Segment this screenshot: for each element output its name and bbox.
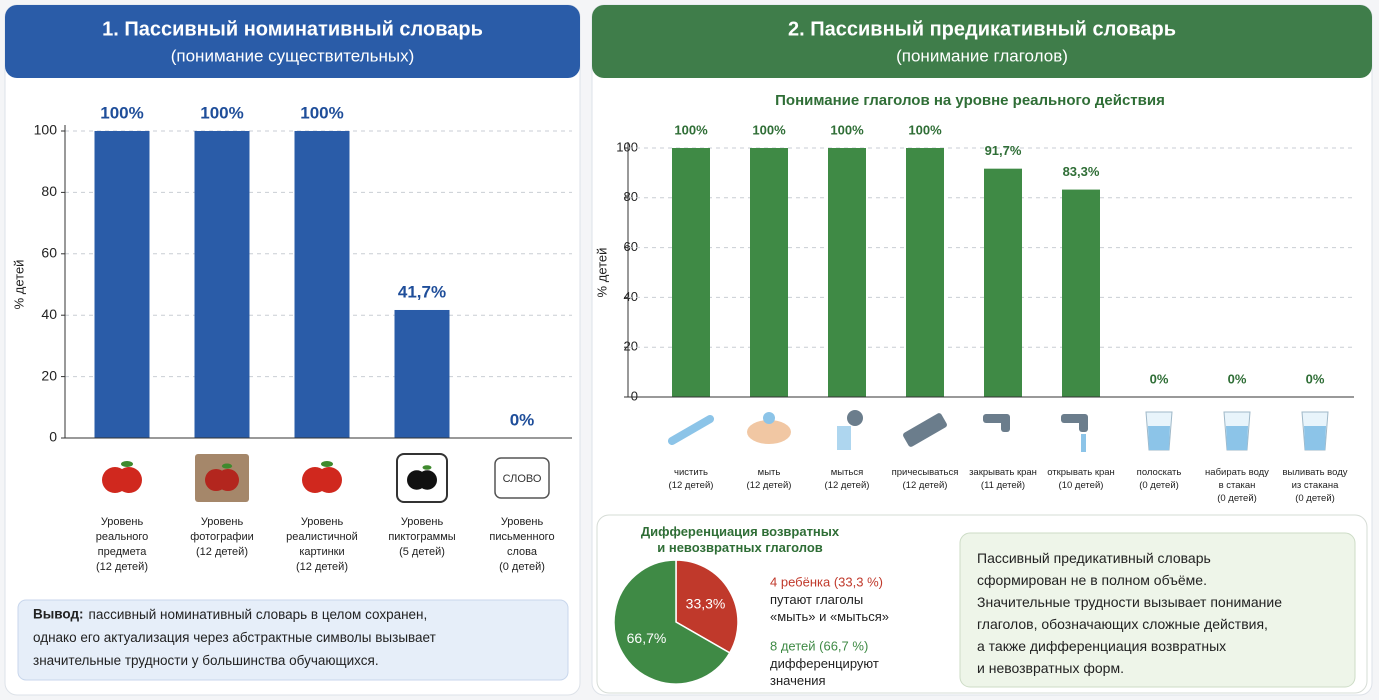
value-label: 100% — [674, 122, 708, 137]
value-label: 41,7% — [398, 282, 446, 301]
y-axis-label: % детей — [11, 260, 26, 310]
glass-water — [1148, 426, 1170, 450]
legend-label: 8 детей (66,7 %) — [770, 638, 868, 653]
y-tick-label: 0 — [49, 429, 57, 445]
value-label: 83,3% — [1063, 164, 1100, 179]
apple — [116, 467, 142, 493]
bar — [1062, 190, 1100, 397]
value-label: 100% — [100, 103, 143, 122]
value-label: 0% — [1228, 371, 1247, 386]
panel-subtitle: (понимание глаголов) — [896, 46, 1068, 65]
water — [837, 426, 851, 450]
value-label: 0% — [1306, 371, 1325, 386]
water — [1081, 434, 1086, 452]
category-icon — [1224, 412, 1250, 450]
bar — [984, 169, 1022, 397]
category-icon — [1302, 412, 1328, 450]
bar — [95, 131, 150, 438]
value-label: 91,7% — [985, 143, 1022, 158]
value-label: 100% — [300, 103, 343, 122]
pie-value-label: 66,7% — [627, 630, 667, 646]
value-label: 100% — [200, 103, 243, 122]
category-icon — [397, 454, 447, 502]
faucet — [1001, 414, 1010, 432]
value-label: 0% — [510, 410, 535, 429]
y-tick-label: 80 — [624, 189, 638, 204]
category-icon — [195, 454, 249, 502]
legend-label: 4 ребёнка (33,3 %) — [770, 574, 883, 589]
y-tick-label: 20 — [41, 367, 57, 383]
y-tick-label: 20 — [624, 339, 638, 354]
word-card-text: СЛОВО — [503, 473, 542, 485]
y-tick-label: 60 — [41, 245, 57, 261]
bar — [195, 131, 250, 438]
category-icon: СЛОВО — [495, 458, 549, 498]
chart-title: Понимание глаголов на уровне реального д… — [775, 92, 1165, 109]
panel-title: 2. Пассивный предикативный словарь — [788, 18, 1176, 40]
leaf — [321, 461, 333, 467]
bar — [750, 148, 788, 397]
leaf — [222, 464, 232, 469]
y-tick-label: 40 — [41, 306, 57, 322]
apple — [418, 470, 438, 490]
leaf — [423, 465, 432, 470]
bar — [295, 131, 350, 438]
y-tick-label: 80 — [41, 183, 57, 199]
pie-value-label: 33,3% — [686, 596, 726, 612]
y-tick-label: 60 — [624, 239, 638, 254]
y-tick-label: 0 — [631, 388, 638, 403]
y-tick-label: 40 — [624, 289, 638, 304]
faucet — [1079, 414, 1088, 432]
apple — [316, 467, 342, 493]
shower — [847, 410, 863, 426]
page: {"chart_data": [ {"type": "bar", "title"… — [0, 0, 1379, 700]
bar — [906, 148, 944, 397]
value-label: 0% — [1150, 371, 1169, 386]
value-label: 100% — [908, 122, 942, 137]
glass-water — [1304, 426, 1326, 450]
panel-subtitle: (понимание существительных) — [171, 46, 415, 65]
conclusion-text: пассивный номинативный словарь в целом с… — [33, 607, 436, 668]
value-label: 100% — [752, 122, 786, 137]
bubbles — [763, 412, 775, 424]
y-axis-label: % детей — [594, 248, 609, 298]
panel-header — [592, 5, 1372, 78]
value-label: 100% — [830, 122, 864, 137]
bar — [828, 148, 866, 397]
bar — [672, 148, 710, 397]
apple — [217, 469, 239, 491]
left-panel — [5, 5, 580, 695]
conclusion-label: Вывод: — [33, 607, 84, 622]
panel-title: 1. Пассивный номинативный словарь — [102, 18, 483, 40]
bar — [395, 310, 450, 438]
category-icon — [1146, 412, 1172, 450]
glass-water — [1226, 426, 1248, 450]
y-tick-label: 100 — [34, 122, 58, 138]
leaf — [121, 461, 133, 467]
y-tick-label: 100 — [616, 139, 638, 154]
panel-header — [5, 5, 580, 78]
infographic: Вывод: пассивный номинативный словарь в … — [0, 0, 1379, 700]
